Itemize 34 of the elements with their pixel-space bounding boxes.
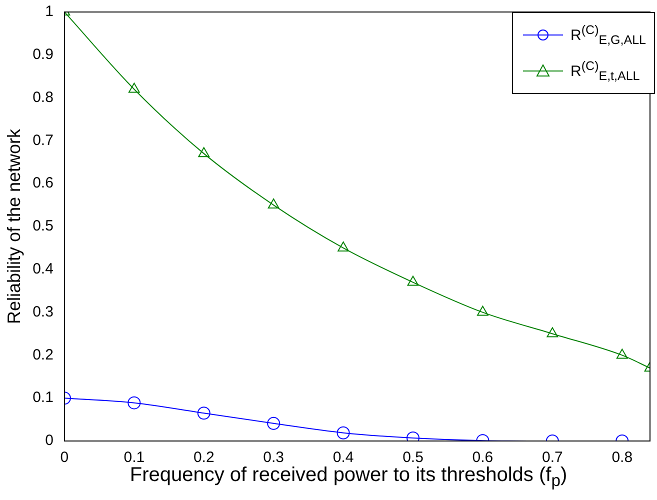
y-tick-label: 0.2 bbox=[32, 346, 54, 364]
x-tick-label: 0.2 bbox=[193, 449, 214, 466]
x-tick-label: 0.3 bbox=[263, 449, 284, 466]
y-axis-title: Reliability of the network bbox=[4, 128, 24, 324]
y-tick-label: 0.1 bbox=[32, 389, 54, 406]
point bbox=[267, 416, 280, 430]
x-tick-label: 0.7 bbox=[542, 449, 563, 466]
y-tick-label: 0.9 bbox=[32, 46, 54, 64]
x-tick-label: 0.4 bbox=[332, 449, 354, 466]
point bbox=[407, 276, 419, 286]
x-tick-label: 0.1 bbox=[124, 449, 145, 466]
x-axis-title: Frequency of received power to its thresholds (f$_{p}$) bbox=[130, 464, 568, 490]
y-tick-label: 0 bbox=[45, 432, 54, 450]
x-tick-label: 0 bbox=[60, 449, 69, 466]
y-tick-label: 0.6 bbox=[32, 174, 54, 192]
point bbox=[338, 241, 349, 252]
x-tick-label: 0.5 bbox=[402, 449, 424, 466]
y-tick-label: 0.3 bbox=[32, 303, 54, 320]
point bbox=[546, 327, 558, 338]
point bbox=[128, 82, 140, 93]
y-tick-label: 0.5 bbox=[32, 218, 54, 235]
y-tick-label: 0.4 bbox=[32, 260, 54, 278]
point bbox=[128, 396, 141, 410]
point bbox=[336, 426, 350, 440]
point bbox=[268, 198, 280, 209]
x-tick-label: 0.6 bbox=[472, 449, 494, 466]
x-tick-label: 0.8 bbox=[612, 449, 633, 466]
y-tick-label: 0.7 bbox=[32, 132, 54, 149]
point bbox=[197, 406, 210, 420]
point bbox=[616, 348, 628, 359]
point bbox=[198, 147, 210, 158]
y-tick-label: 1 bbox=[45, 3, 54, 20]
point bbox=[477, 306, 488, 316]
y-tick-label: 0.8 bbox=[32, 88, 54, 106]
